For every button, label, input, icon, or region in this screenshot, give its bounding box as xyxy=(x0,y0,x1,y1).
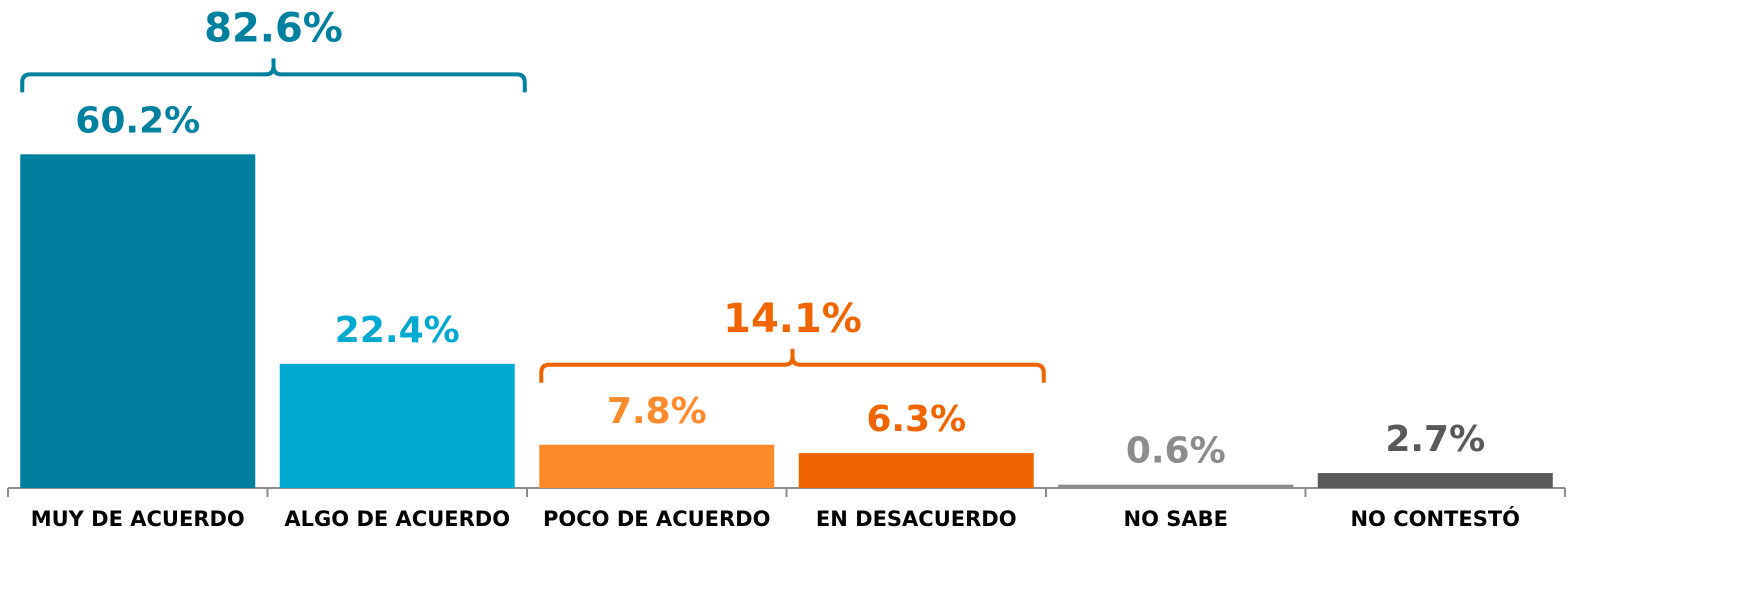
value-label: 22.4% xyxy=(335,310,460,351)
x-tick-label: MUY DE ACUERDO xyxy=(31,507,245,531)
bracket xyxy=(20,58,527,93)
bar xyxy=(1317,473,1553,488)
value-label: 0.6% xyxy=(1126,431,1226,472)
x-tick-label: EN DESACUERDO xyxy=(816,507,1017,531)
x-tick-label: NO CONTESTÓ xyxy=(1350,506,1520,531)
x-tick-label: ALGO DE ACUERDO xyxy=(284,507,510,531)
value-label: 6.3% xyxy=(866,399,966,440)
x-tick-label: NO SABE xyxy=(1124,507,1228,531)
bar xyxy=(20,154,256,488)
value-label: 2.7% xyxy=(1385,419,1485,460)
bar xyxy=(279,363,515,488)
x-tick-label: POCO DE ACUERDO xyxy=(543,507,770,531)
bar xyxy=(539,444,775,488)
group-total-label: 82.6% xyxy=(204,5,343,51)
value-label: 60.2% xyxy=(75,100,200,141)
bar xyxy=(798,453,1034,488)
bar xyxy=(1058,484,1294,488)
value-label: 7.8% xyxy=(607,391,707,432)
bracket xyxy=(539,348,1046,383)
group-total-label: 14.1% xyxy=(723,296,862,342)
